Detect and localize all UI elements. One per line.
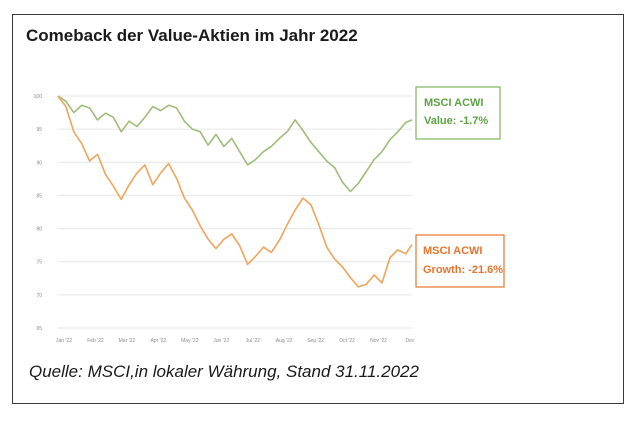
x-tick-label: Sep '22 [307,338,324,344]
series-line-value [57,95,413,193]
callout-growth-line1: MSCI ACWI [423,245,482,257]
callout-growth-line2: Growth: -21.6% [423,264,503,276]
y-tick-label: 95 [36,127,42,133]
y-tick-label: 75 [36,260,42,266]
y-tick-label: 80 [36,227,42,233]
x-tick-label: Feb '22 [87,338,104,344]
callout-growth-box [415,234,505,288]
chart-title: Comeback der Value-Aktien im Jahr 2022 [26,26,358,45]
callout-value-box [415,86,501,140]
y-tick-label: 70 [36,293,42,299]
x-tick-label: Apr '22 [151,338,167,344]
x-tick-label: May '22 [181,338,199,344]
callout-value: MSCI ACWI Value: -1.7% [415,86,501,140]
y-tick-label: 85 [36,193,42,199]
x-tick-label: Jan '22 [56,338,72,344]
y-tick-label: 100 [34,94,43,100]
callout-value-line2: Value: -1.7% [424,115,488,127]
source-note: Quelle: MSCI,in lokaler Währung, Stand 3… [29,362,419,381]
callout-value-line1: MSCI ACWI [424,97,483,109]
series-line-growth [57,95,413,288]
grid-lines [58,95,412,329]
y-axis-ticks: 100 95 90 85 80 75 70 65 [34,94,43,332]
y-tick-label: 65 [36,326,42,332]
series-lines [57,95,413,288]
x-axis-ticks: Jan '22 Feb '22 Mar '22 Apr '22 May '22 Jun '… [56,338,415,344]
chart-frame: Comeback der Value-Aktien im Jahr 2022 Q… [12,14,624,404]
x-tick-label: Oct '22 [339,338,355,344]
x-tick-label: Nov '22 [370,338,387,344]
x-tick-label: Jul '22 [246,338,261,344]
x-tick-label: Aug '22 [276,338,293,344]
callout-growth: MSCI ACWI Growth: -21.6% [415,234,505,288]
y-tick-label: 90 [36,160,42,166]
x-tick-label: Jun '22 [213,338,229,344]
x-tick-label: Dec [406,338,415,344]
x-tick-label: Mar '22 [119,338,136,344]
